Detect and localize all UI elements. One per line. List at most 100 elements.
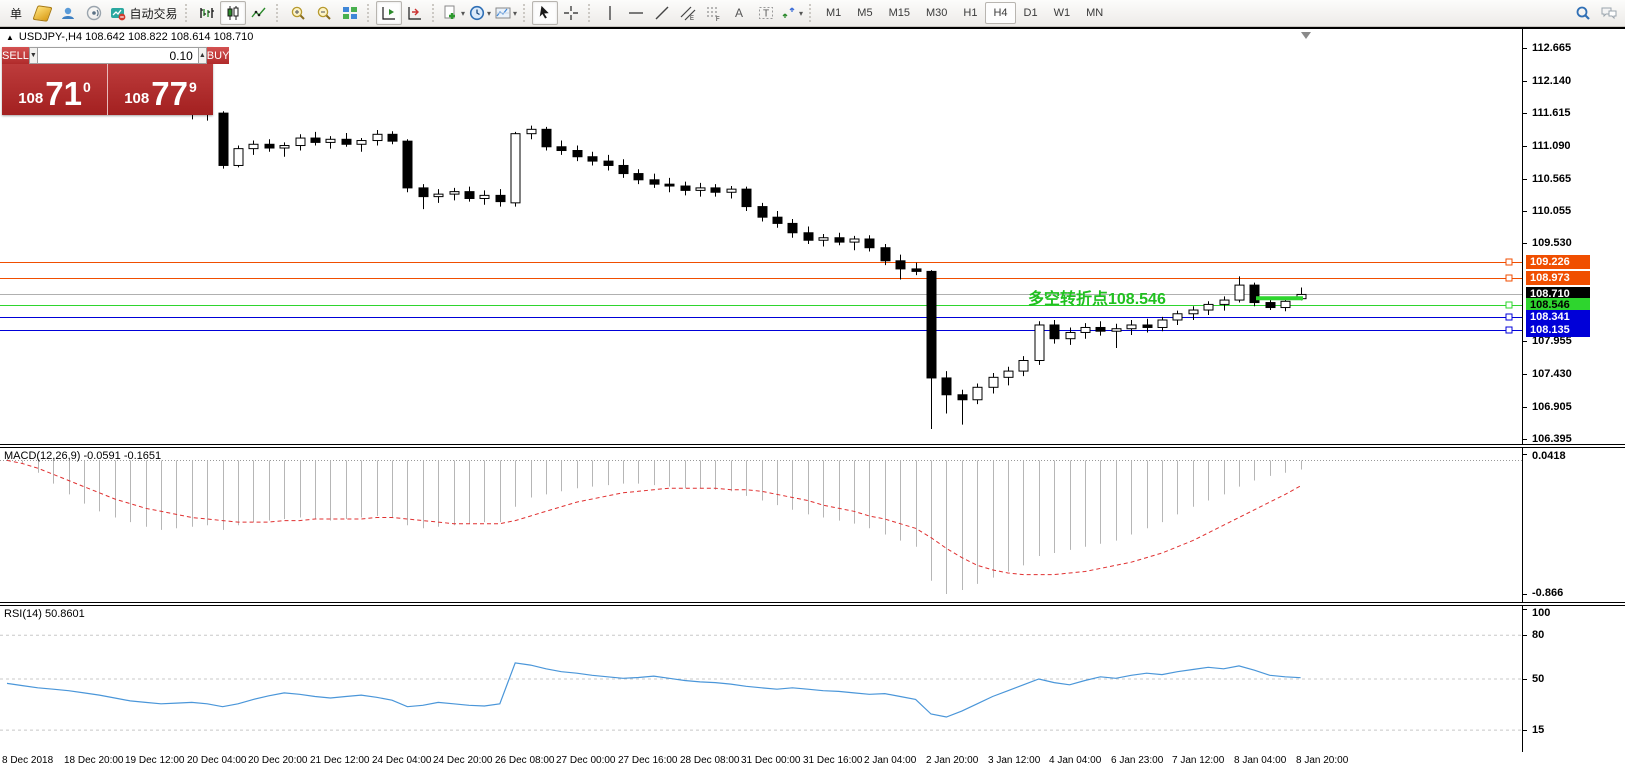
rsi-indicator-chart[interactable]: [0, 606, 1522, 752]
price-tick-label: 106.395: [1532, 433, 1572, 445]
pivot-annotation[interactable]: 多空转折点108.546: [1028, 289, 1166, 308]
time-label: 3 Jan 12:00: [988, 755, 1041, 766]
macd-max-label: 0.0418: [1532, 450, 1566, 462]
market-button[interactable]: [29, 1, 55, 25]
rsi-axis[interactable]: 100 80 50 15: [1522, 606, 1625, 752]
chart-line-button[interactable]: [246, 1, 272, 25]
price-line-chip-108.546: 108.546: [1526, 298, 1590, 312]
panel-collapse-arrow-icon[interactable]: ▲: [6, 32, 14, 42]
panel-separator[interactable]: [0, 602, 1625, 606]
hline-108.341[interactable]: [0, 313, 1522, 321]
timeframe-button-mn[interactable]: MN: [1086, 7, 1104, 19]
macd-axis[interactable]: 0.0418 -0.866: [1522, 448, 1625, 602]
dropdown-arrow-icon: ▾: [486, 8, 491, 18]
time-label: 27 Dec 00:00: [556, 755, 616, 766]
crosshair-button[interactable]: [558, 1, 584, 25]
ask-price-button[interactable]: 108 77 9: [108, 64, 213, 115]
price-tick: [1523, 81, 1527, 82]
hline-108.546[interactable]: [0, 301, 1522, 309]
text-button[interactable]: A: [727, 1, 753, 25]
chart-candles-icon: [227, 6, 239, 20]
hline-109.226[interactable]: [0, 258, 1522, 266]
text-icon: A: [735, 6, 743, 20]
chart-bars-button[interactable]: [194, 1, 220, 25]
chart-line-icon: [251, 7, 266, 18]
price-tick-label: 109.530: [1532, 237, 1572, 249]
arrows-button[interactable]: ▾: [779, 1, 805, 25]
signals-button[interactable]: [55, 1, 81, 25]
new-chart-button[interactable]: ▾: [441, 1, 467, 25]
horizontal-line-button[interactable]: [623, 1, 649, 25]
time-label: 8 Jan 04:00: [1234, 755, 1287, 766]
trendline-button[interactable]: [649, 1, 675, 25]
periods-button[interactable]: ▾: [467, 1, 493, 25]
rsi-tick: [1523, 730, 1527, 731]
equidistant-channel-button[interactable]: E: [675, 1, 701, 25]
zoom-in-button[interactable]: [285, 1, 311, 25]
panel-separator[interactable]: [0, 444, 1625, 448]
text-label-button[interactable]: T: [753, 1, 779, 25]
chart-title: ▲ USDJPY-,H4 108.642 108.822 108.614 108…: [6, 31, 253, 43]
vertical-line-button[interactable]: [597, 1, 623, 25]
price-tick: [1523, 407, 1527, 408]
timeframe-button-d1[interactable]: D1: [1023, 7, 1038, 19]
news-button[interactable]: [81, 1, 107, 25]
timeframe-button-m5[interactable]: M5: [857, 7, 873, 19]
sell-button[interactable]: SELL: [2, 47, 29, 64]
time-label: 18 Dec 20:00: [64, 755, 124, 766]
toolbar-separator: [523, 4, 528, 22]
chart-candles-button[interactable]: [220, 1, 246, 25]
timeframe-button-m15[interactable]: M15: [888, 7, 910, 19]
timeframe-button-m1[interactable]: M1: [826, 7, 842, 19]
new-order-button[interactable]: 单: [9, 6, 22, 21]
chat-button[interactable]: [1596, 1, 1622, 25]
volume-input[interactable]: [37, 47, 198, 64]
trendline-icon: [655, 6, 669, 20]
zoom-out-button[interactable]: [311, 1, 337, 25]
price-tick: [1523, 146, 1527, 147]
time-label: 20 Dec 04:00: [187, 755, 247, 766]
bid-price-button[interactable]: 108 71 0: [2, 64, 108, 115]
macd-panel: [0, 448, 1522, 602]
hline-108.135[interactable]: [0, 326, 1522, 334]
timeframe-button-w1[interactable]: W1: [1053, 7, 1071, 19]
timeframe-button-h1[interactable]: H1: [963, 7, 978, 19]
hline-108.973[interactable]: [0, 274, 1522, 282]
search-button[interactable]: [1570, 1, 1596, 25]
templates-button[interactable]: ▾: [493, 1, 519, 25]
auto-scroll-button[interactable]: [376, 1, 402, 25]
chart-shift-button[interactable]: [402, 1, 428, 25]
time-label: 27 Dec 16:00: [618, 755, 678, 766]
toolbar-separator: [432, 4, 437, 22]
macd-indicator-chart[interactable]: [0, 448, 1522, 602]
time-axis[interactable]: 8 Dec 2018 18 Dec 20:00 19 Dec 12:00 20 Dec…: [0, 752, 1625, 774]
chart-shift-marker[interactable]: [1301, 32, 1311, 39]
buy-button[interactable]: BUY: [206, 47, 230, 64]
volume-decrease-button[interactable]: ▼: [28, 47, 38, 64]
main-price-chart[interactable]: 多空转折点108.546: [0, 29, 1522, 444]
cursor-button[interactable]: [532, 1, 558, 25]
bid-price-pip: 0: [82, 79, 91, 95]
timeframe-button-h4[interactable]: H4: [985, 2, 1016, 24]
time-label: 31 Dec 00:00: [741, 755, 801, 766]
rsi-tick-label: 80: [1532, 629, 1545, 641]
time-label: 31 Dec 16:00: [803, 755, 863, 766]
time-label: 8 Dec 2018: [2, 755, 54, 766]
auto-scroll-icon: [382, 7, 395, 20]
chart-shift-icon: [408, 7, 421, 20]
macd-tick: [1523, 594, 1527, 595]
price-tick-label: 110.055: [1532, 205, 1572, 217]
tile-windows-icon: [343, 7, 357, 19]
zoom-out-icon: [317, 6, 331, 20]
time-label: 2 Jan 20:00: [926, 755, 979, 766]
autotrading-label: 自动交易: [129, 6, 178, 21]
timeframe-button-m30[interactable]: M30: [925, 7, 948, 19]
tile-windows-button[interactable]: [337, 1, 363, 25]
volume-increase-button[interactable]: ▲: [197, 47, 207, 64]
rsi-tick-label: 100: [1532, 607, 1551, 619]
price-axis[interactable]: 112.665 112.140 111.615 111.090 110.565 110.0…: [1522, 29, 1625, 445]
fibonacci-button[interactable]: F: [701, 1, 727, 25]
rsi-tick-label: 50: [1532, 673, 1545, 685]
text-label-icon: T: [759, 7, 773, 20]
autotrading-button[interactable]: 自动交易: [107, 1, 181, 25]
